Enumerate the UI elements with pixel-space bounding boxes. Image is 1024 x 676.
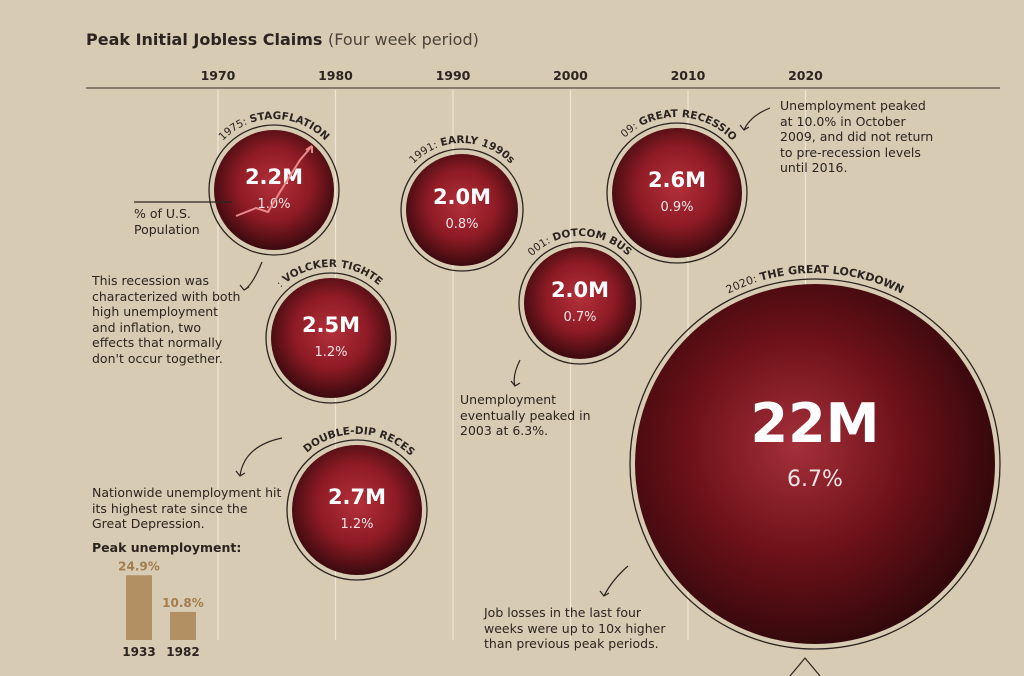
peak-bar-year-label: 1933 bbox=[122, 645, 155, 659]
bubble-name: VOLCKER TIGHTENING bbox=[0, 0, 385, 288]
double-dip-text: Nationwide unemployment hit its highest … bbox=[92, 485, 282, 531]
bubble-ring bbox=[629, 278, 1001, 650]
great-recession-arrow-icon bbox=[739, 107, 771, 131]
bubble-name: GREAT RECESSION bbox=[0, 0, 739, 143]
bubble-period-label: 1980: VOLCKER TIGHTENING bbox=[0, 0, 385, 290]
bubble: 22M 6.7% bbox=[629, 278, 1001, 650]
stagflation-text: This recession was characterized with bo… bbox=[92, 273, 241, 366]
chart-subtitle: (Four week period) bbox=[328, 30, 479, 49]
dotcom-arrow-icon bbox=[510, 359, 521, 387]
bubble-ring bbox=[208, 124, 340, 256]
bubble: 2.6M 0.9% bbox=[606, 122, 748, 264]
bubble-pct-label: 0.7% bbox=[563, 310, 596, 325]
bubble-pct-label: 6.7% bbox=[787, 467, 843, 492]
bubble-fill bbox=[214, 130, 334, 250]
bubble-fill bbox=[612, 128, 742, 258]
great-recession-text: Unemployment peaked at 10.0% in October … bbox=[780, 98, 934, 175]
double-dip-arrow-icon bbox=[235, 437, 283, 477]
bubble-fill bbox=[292, 445, 422, 575]
bubble-period-label: 2009: GREAT RECESSION bbox=[0, 0, 739, 143]
bubble-fill bbox=[406, 154, 518, 266]
bubble-year: 2020: bbox=[724, 271, 762, 296]
bubble: 2.0M 0.7% bbox=[518, 241, 642, 365]
bubble-pct-label: 1.2% bbox=[340, 517, 373, 532]
x-tick-label: 2010 bbox=[671, 68, 706, 83]
bubble: 2.7M 1.2% bbox=[286, 439, 428, 581]
lockdown-text: Job losses in the last four weeks were u… bbox=[484, 605, 666, 651]
pct-population-text: % of U.S. Population bbox=[134, 206, 200, 237]
lockdown-arrow-icon bbox=[599, 565, 629, 597]
bubble: 2.0M 0.8% bbox=[400, 148, 524, 272]
stagflation-note: This recession was characterized with bo… bbox=[92, 273, 242, 366]
chart-title: Peak Initial Jobless Claims (Four week p… bbox=[86, 30, 479, 49]
bubble-value-label: 2.6M bbox=[648, 168, 706, 192]
bubble-pct-label: 1.2% bbox=[314, 345, 347, 360]
bubble-pct-label: 1.0% bbox=[257, 197, 290, 212]
bubble-ring bbox=[400, 148, 524, 272]
bubble-value-label: 22M bbox=[751, 392, 880, 455]
x-tick-label: 1970 bbox=[201, 68, 236, 83]
bubble: 2.2M1.0% bbox=[208, 124, 340, 256]
scroll-marker-icon bbox=[789, 657, 821, 676]
peak-bar bbox=[126, 575, 152, 640]
bubble: 2.5M 1.2% bbox=[265, 272, 397, 404]
bubble-ring bbox=[286, 439, 428, 581]
x-tick-label: 1980 bbox=[318, 68, 353, 83]
bubble-ring bbox=[606, 122, 748, 264]
chart-title-main: Peak Initial Jobless Claims bbox=[86, 30, 323, 49]
bubble-fill bbox=[635, 284, 995, 644]
pct-population-note: % of U.S. Population bbox=[134, 206, 224, 237]
peak-unemployment-label: Peak unemployment: bbox=[92, 540, 242, 555]
inflation-arrow-icon bbox=[305, 145, 313, 153]
dotcom-text: Unemployment eventually peaked in 2003 a… bbox=[460, 392, 591, 438]
bubble-pct-label: 0.8% bbox=[445, 217, 478, 232]
dotcom-note: Unemployment eventually peaked in 2003 a… bbox=[460, 392, 595, 439]
double-dip-note: Nationwide unemployment hit its highest … bbox=[92, 485, 282, 532]
x-tick-label: 1990 bbox=[436, 68, 471, 83]
bubble-ring bbox=[265, 272, 397, 404]
peak-bar bbox=[170, 611, 196, 640]
peak-bar-year-label: 1982 bbox=[166, 645, 199, 659]
inflation-trend-line bbox=[235, 145, 313, 217]
bubble-value-label: 2.0M bbox=[551, 278, 609, 302]
bubble-value-label: 2.5M bbox=[302, 313, 360, 337]
peak-bar-value-label: 24.9% bbox=[118, 559, 160, 573]
bubble-fill bbox=[271, 278, 391, 398]
x-tick-label: 2000 bbox=[553, 68, 588, 83]
great-recession-note: Unemployment peaked at 10.0% in October … bbox=[780, 98, 940, 176]
bubble-value-label: 2.0M bbox=[433, 185, 491, 209]
bubble-value-label: 2.7M bbox=[328, 485, 386, 509]
peak-bar-value-label: 10.8% bbox=[162, 596, 204, 610]
lockdown-note: Job losses in the last four weeks were u… bbox=[484, 605, 684, 652]
stagflation-arrow-icon bbox=[239, 261, 263, 291]
bubble-fill bbox=[524, 247, 636, 359]
bubble-pct-label: 0.9% bbox=[660, 200, 693, 215]
x-tick-label: 2020 bbox=[788, 68, 823, 83]
bubble-ring bbox=[518, 241, 642, 365]
peak-unemployment-heading: Peak unemployment: bbox=[92, 540, 292, 556]
